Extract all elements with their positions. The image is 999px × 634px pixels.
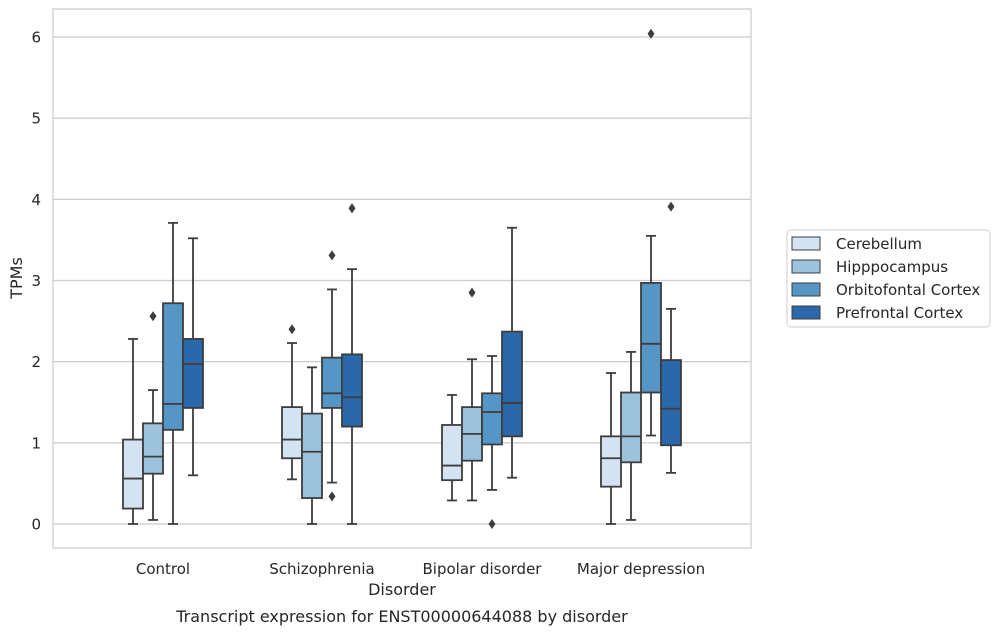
box-body	[501, 330, 523, 438]
y-tick-label: 6	[31, 29, 41, 47]
x-tick-label: Major depression	[577, 560, 705, 578]
legend-frame	[786, 229, 991, 328]
outlier-point	[149, 311, 157, 322]
legend-label: Hipppocampus	[836, 258, 948, 276]
box-orbitofontal-cortex	[162, 221, 184, 525]
legend: Cerebellum Hipppocampus Orbitofontal Corte…	[786, 229, 991, 328]
plot-frame	[52, 8, 752, 549]
box-orbitofontal-cortex	[321, 250, 343, 502]
legend-swatch	[791, 282, 821, 297]
y-tick-label: 0	[31, 516, 41, 534]
box-cerebellum	[600, 372, 622, 525]
box-prefrontal-cortex	[341, 203, 363, 525]
box-cerebellum	[441, 394, 463, 502]
box-body	[162, 302, 184, 431]
box-body	[321, 356, 343, 409]
box-orbitofontal-cortex	[640, 28, 662, 437]
box-body	[341, 353, 363, 428]
x-tick-label: Schizophrenia	[269, 560, 374, 578]
box-hipppocampus	[461, 287, 483, 502]
y-tick-label: 4	[31, 191, 41, 209]
outlier-point	[667, 201, 675, 212]
legend-label: Prefrontal Cortex	[836, 304, 963, 322]
outlier-point	[288, 324, 296, 335]
box-body	[441, 424, 463, 482]
y-tick-label: 3	[31, 272, 41, 290]
legend-label: Cerebellum	[836, 235, 922, 253]
box-body	[122, 438, 144, 510]
outlier-point	[328, 250, 336, 261]
outlier-point	[328, 491, 336, 502]
outlier-point	[468, 287, 476, 298]
legend-swatch	[791, 236, 821, 251]
box-cerebellum	[122, 338, 144, 525]
box-hipppocampus	[620, 351, 642, 521]
box-prefrontal-cortex	[182, 237, 204, 477]
box-prefrontal-cortex	[660, 201, 682, 474]
box-body	[660, 359, 682, 447]
box-prefrontal-cortex	[501, 226, 523, 479]
legend-label: Orbitofontal Cortex	[836, 281, 980, 299]
x-tick-label: Control	[136, 560, 190, 578]
legend-swatch	[791, 259, 821, 274]
legend-swatch	[791, 305, 821, 320]
y-tick-labels: 0 1 2 3 4 5 6	[31, 29, 41, 534]
box-body	[301, 412, 323, 499]
outlier-point	[488, 519, 496, 529]
box-body	[182, 338, 204, 409]
x-tick-label: Bipolar disorder	[423, 560, 543, 578]
box-groups	[122, 28, 682, 529]
box-hipppocampus	[301, 366, 323, 525]
x-tick-labels: Control Schizophrenia Bipolar disorder Majo…	[136, 560, 705, 578]
box-cerebellum	[281, 324, 303, 481]
y-tick-label: 5	[31, 110, 41, 128]
y-tick-label: 1	[31, 434, 41, 452]
y-axis-label: TPMs	[7, 257, 26, 300]
box-orbitofontal-cortex	[481, 355, 503, 529]
x-axis-label: Disorder	[368, 580, 436, 599]
y-tick-label: 2	[31, 353, 41, 371]
box-body	[142, 422, 164, 475]
box-body	[600, 435, 622, 488]
box-body	[620, 391, 642, 464]
outlier-point	[647, 28, 655, 39]
chart-caption: Transcript expression for ENST0000064408…	[175, 607, 628, 626]
box-body	[640, 282, 662, 394]
box-hipppocampus	[142, 311, 164, 521]
outlier-point	[348, 203, 356, 214]
box-body	[281, 406, 303, 460]
box-body	[481, 392, 503, 446]
